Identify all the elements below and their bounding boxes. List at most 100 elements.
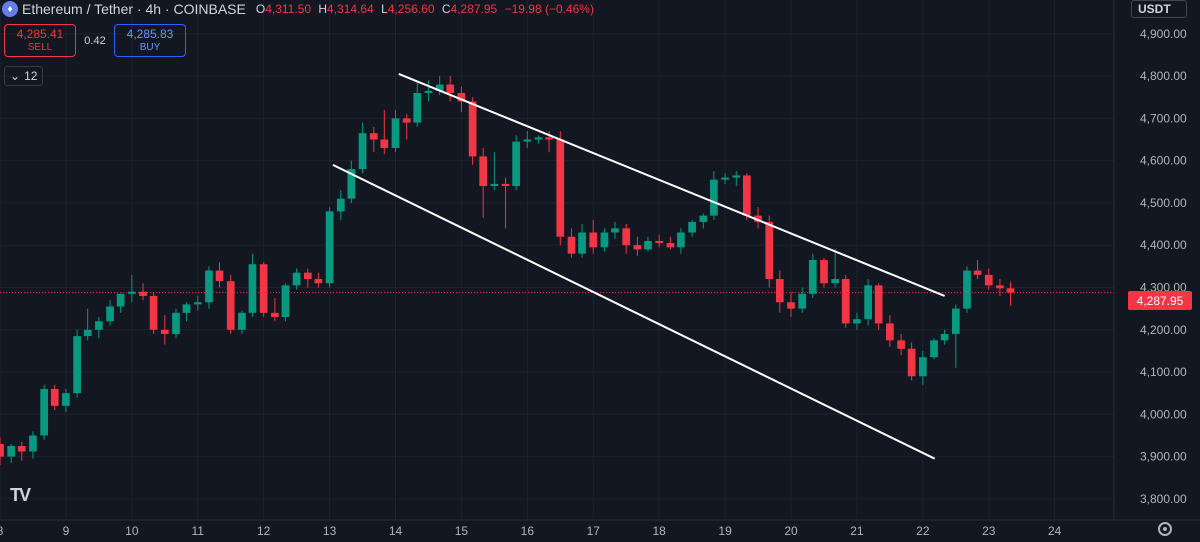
candle-body — [106, 306, 114, 322]
candle-body — [874, 285, 883, 324]
candle-body — [996, 285, 1004, 289]
candle-body — [127, 291, 136, 294]
time-axis-label: 22 — [916, 524, 930, 538]
settings-icon[interactable] — [1158, 522, 1172, 536]
sell-label: SELL — [27, 41, 53, 53]
symbol-title[interactable]: Ethereum / Tether · 4h · COINBASE — [22, 1, 246, 17]
buy-label: BUY — [139, 41, 161, 53]
candle-body — [238, 312, 246, 330]
candle-body — [930, 340, 938, 358]
candle-body — [853, 319, 861, 324]
candle-body — [83, 329, 92, 337]
time-axis-label: 24 — [1048, 524, 1062, 538]
ohlc-readout: O4,311.50 H4,314.64 L4,256.60 C4,287.95 … — [255, 2, 594, 16]
price-axis-label: 4,600.00 — [1140, 154, 1187, 168]
candle-body — [116, 293, 125, 307]
time-axis-label: 11 — [192, 524, 205, 538]
time-axis-label: 12 — [257, 524, 271, 538]
indicators-toggle[interactable]: ⌄ 12 — [4, 66, 44, 86]
candle-body — [435, 84, 444, 91]
candle-body — [765, 221, 774, 280]
candle-body — [73, 336, 81, 394]
time-axis-label: 8 — [0, 524, 4, 538]
candle-body — [886, 323, 894, 341]
chevron-down-icon: ⌄ — [10, 69, 21, 83]
candle-body — [479, 156, 488, 187]
candle-body — [644, 240, 652, 250]
price-axis-label: 4,500.00 — [1140, 196, 1187, 210]
time-axis-label: 16 — [521, 524, 535, 538]
candle-body — [248, 264, 257, 313]
candle-body — [139, 291, 147, 296]
candle-body — [424, 90, 433, 94]
candle-body — [864, 285, 872, 320]
candle-body — [523, 139, 532, 142]
channel-line-upper — [398, 73, 945, 297]
candle-body — [205, 270, 213, 303]
indicators-count: 12 — [24, 69, 38, 83]
candle-body — [666, 243, 675, 248]
candle-body — [325, 211, 334, 284]
time-axis-label: 13 — [323, 524, 337, 538]
candle-body — [336, 198, 345, 212]
candle-body — [391, 118, 400, 148]
currency-button[interactable]: USDT — [1131, 0, 1187, 18]
candle-body — [0, 443, 4, 457]
candle-body — [490, 183, 499, 187]
price-axis-label: 4,100.00 — [1140, 365, 1187, 379]
change-value: −19.98 (−0.46%) — [504, 2, 594, 16]
candle-body — [271, 312, 279, 318]
candle-body — [292, 272, 301, 286]
open-value: 4,311.50 — [265, 2, 312, 16]
candle-body — [95, 321, 103, 330]
time-axis-label: 15 — [455, 524, 469, 538]
price-axis-label: 4,400.00 — [1140, 238, 1187, 252]
candle-body — [314, 279, 323, 284]
spread-value: 0.42 — [84, 34, 106, 47]
candle-body — [457, 93, 466, 102]
candle-body — [633, 245, 642, 250]
candle-body — [655, 240, 664, 244]
candle-body — [7, 446, 16, 457]
candle-body — [149, 295, 158, 330]
candle-body — [512, 141, 520, 187]
price-axis-label: 4,800.00 — [1140, 69, 1187, 83]
buy-price: 4,285.83 — [126, 26, 174, 41]
candle-body — [721, 177, 729, 180]
candle-body — [787, 302, 795, 309]
time-axis-label: 19 — [718, 524, 732, 538]
candle-body — [380, 139, 389, 148]
price-axis-label: 4,200.00 — [1140, 323, 1187, 337]
candle-body — [754, 215, 762, 222]
time-axis-label: 18 — [652, 524, 666, 538]
price-axis-label: 3,900.00 — [1140, 450, 1187, 464]
candle-body — [973, 270, 982, 275]
buy-button[interactable]: 4,285.83 BUY — [114, 24, 186, 57]
candle-body — [468, 101, 477, 157]
chart-header: ♦ Ethereum / Tether · 4h · COINBASE O4,3… — [0, 0, 598, 18]
price-axis-label: 4,700.00 — [1140, 111, 1187, 125]
price-axis-label: 4,900.00 — [1140, 27, 1187, 41]
price-axis-label: 4,300.00 — [1140, 280, 1187, 294]
candle-body — [963, 270, 971, 309]
candle-body — [951, 308, 960, 334]
candle-body — [50, 388, 59, 406]
time-axis-label: 10 — [125, 524, 139, 538]
candle-body — [841, 279, 850, 324]
candle-body — [984, 274, 993, 286]
candle-body — [677, 232, 685, 248]
candle-body — [578, 232, 586, 254]
sell-button[interactable]: 4,285.41 SELL — [4, 24, 76, 57]
candle-body — [545, 137, 553, 140]
candle-body — [62, 393, 70, 406]
candle-body — [29, 435, 37, 452]
time-axis-label: 20 — [784, 524, 798, 538]
candle-body — [699, 215, 708, 222]
time-axis-label: 23 — [982, 524, 996, 538]
sell-price: 4,285.41 — [16, 26, 64, 41]
candle-body — [808, 260, 817, 294]
time-axis-label: 9 — [63, 524, 70, 538]
candle-body — [413, 93, 422, 123]
candle-body — [215, 270, 224, 282]
